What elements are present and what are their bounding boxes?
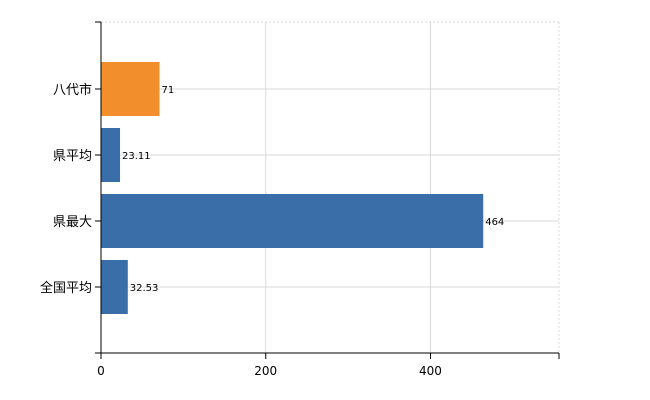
data-label: 464 (485, 217, 504, 228)
category-label: 県最大 (53, 215, 92, 230)
data-label: 23.11 (122, 151, 151, 162)
category-label: 県平均 (53, 149, 92, 164)
data-label: 32.53 (130, 283, 159, 294)
bar (101, 62, 160, 116)
bar (101, 260, 128, 314)
category-label: 八代市 (53, 82, 92, 98)
axes-layer (95, 21, 560, 359)
x-tick-label: 400 (419, 364, 442, 378)
bars-layer (101, 62, 484, 314)
x-tick-label: 200 (254, 364, 277, 378)
bar (101, 194, 484, 248)
data-label: 71 (161, 85, 174, 96)
bar (101, 128, 121, 182)
grid-layer (101, 21, 560, 353)
category-label: 全国平均 (40, 280, 92, 296)
x-tick-label: 0 (97, 364, 105, 378)
